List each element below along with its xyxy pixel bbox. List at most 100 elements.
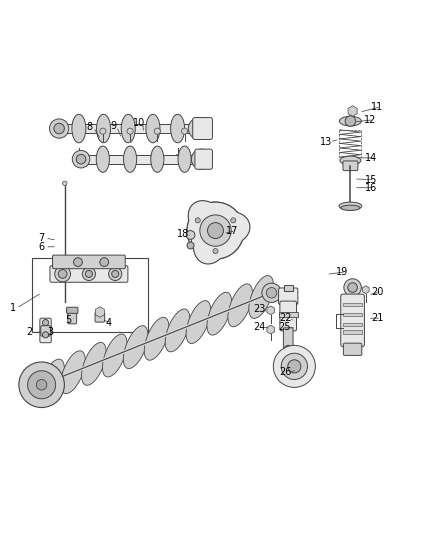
Text: 17: 17 (226, 225, 238, 236)
Text: 14: 14 (365, 153, 378, 163)
Circle shape (109, 268, 122, 280)
FancyBboxPatch shape (283, 328, 293, 348)
Circle shape (281, 353, 307, 379)
Circle shape (195, 217, 201, 223)
Bar (343, 330, 362, 334)
Circle shape (28, 371, 56, 399)
Ellipse shape (124, 326, 148, 369)
Ellipse shape (144, 317, 169, 360)
Circle shape (125, 155, 131, 161)
Bar (284, 285, 293, 290)
Text: 2: 2 (27, 327, 33, 337)
Text: 25: 25 (279, 322, 291, 332)
Circle shape (112, 270, 119, 278)
Circle shape (273, 345, 315, 387)
Circle shape (191, 149, 212, 169)
Text: 6: 6 (39, 242, 45, 252)
Circle shape (150, 155, 156, 161)
Circle shape (58, 270, 67, 278)
Text: 23: 23 (253, 304, 265, 314)
Circle shape (188, 118, 210, 140)
Circle shape (76, 155, 86, 164)
FancyBboxPatch shape (68, 309, 77, 324)
Ellipse shape (96, 114, 110, 143)
Text: 24: 24 (253, 322, 265, 332)
Polygon shape (187, 200, 250, 264)
Text: 19: 19 (336, 266, 349, 277)
Circle shape (288, 360, 301, 373)
Circle shape (231, 218, 236, 223)
FancyBboxPatch shape (53, 255, 125, 269)
Circle shape (76, 155, 82, 161)
FancyBboxPatch shape (280, 301, 297, 331)
Circle shape (100, 155, 106, 161)
Circle shape (85, 270, 92, 278)
FancyBboxPatch shape (67, 307, 78, 313)
Text: 5: 5 (65, 315, 71, 325)
Bar (343, 303, 362, 306)
Text: 18: 18 (177, 229, 189, 239)
Ellipse shape (60, 351, 85, 394)
Circle shape (200, 215, 231, 246)
Ellipse shape (151, 146, 164, 172)
Circle shape (213, 248, 219, 254)
FancyBboxPatch shape (50, 265, 128, 282)
Ellipse shape (228, 284, 253, 327)
Text: 9: 9 (110, 122, 116, 131)
Text: 21: 21 (371, 313, 384, 323)
Circle shape (208, 223, 223, 239)
FancyBboxPatch shape (343, 343, 362, 356)
Circle shape (348, 282, 357, 292)
Circle shape (344, 279, 361, 296)
Circle shape (100, 258, 109, 266)
Text: 7: 7 (39, 233, 45, 243)
Ellipse shape (124, 146, 137, 172)
FancyBboxPatch shape (195, 149, 212, 169)
Ellipse shape (341, 205, 360, 211)
Bar (343, 322, 362, 326)
Circle shape (187, 202, 244, 259)
Ellipse shape (121, 114, 135, 143)
Circle shape (230, 217, 236, 223)
Circle shape (36, 379, 47, 390)
Circle shape (49, 119, 69, 138)
Circle shape (181, 128, 187, 134)
Ellipse shape (171, 114, 185, 143)
Circle shape (186, 231, 195, 239)
Text: 20: 20 (371, 287, 384, 297)
Ellipse shape (40, 359, 64, 402)
Bar (32, 258, 148, 332)
Circle shape (262, 283, 281, 302)
Circle shape (196, 154, 207, 165)
Ellipse shape (72, 114, 86, 143)
Ellipse shape (249, 276, 273, 318)
Ellipse shape (102, 334, 127, 377)
FancyBboxPatch shape (41, 326, 50, 336)
Text: 4: 4 (106, 318, 112, 328)
Ellipse shape (339, 202, 362, 210)
Circle shape (154, 128, 160, 134)
Bar (339, 130, 361, 157)
Circle shape (200, 215, 231, 246)
Bar (59, 124, 195, 133)
Ellipse shape (178, 146, 191, 172)
Circle shape (42, 319, 49, 326)
Text: 13: 13 (320, 136, 332, 147)
Text: 1: 1 (10, 303, 16, 313)
FancyBboxPatch shape (95, 312, 105, 322)
Ellipse shape (186, 301, 211, 343)
Ellipse shape (81, 342, 106, 385)
Ellipse shape (339, 116, 361, 126)
Text: 12: 12 (364, 115, 376, 125)
Circle shape (194, 123, 205, 134)
Circle shape (195, 218, 200, 223)
Circle shape (74, 258, 82, 266)
Ellipse shape (207, 292, 232, 335)
Circle shape (213, 248, 218, 254)
Circle shape (187, 242, 194, 249)
Circle shape (284, 345, 293, 354)
Circle shape (82, 268, 95, 280)
Circle shape (345, 116, 356, 126)
FancyBboxPatch shape (341, 294, 364, 346)
Circle shape (63, 181, 67, 185)
